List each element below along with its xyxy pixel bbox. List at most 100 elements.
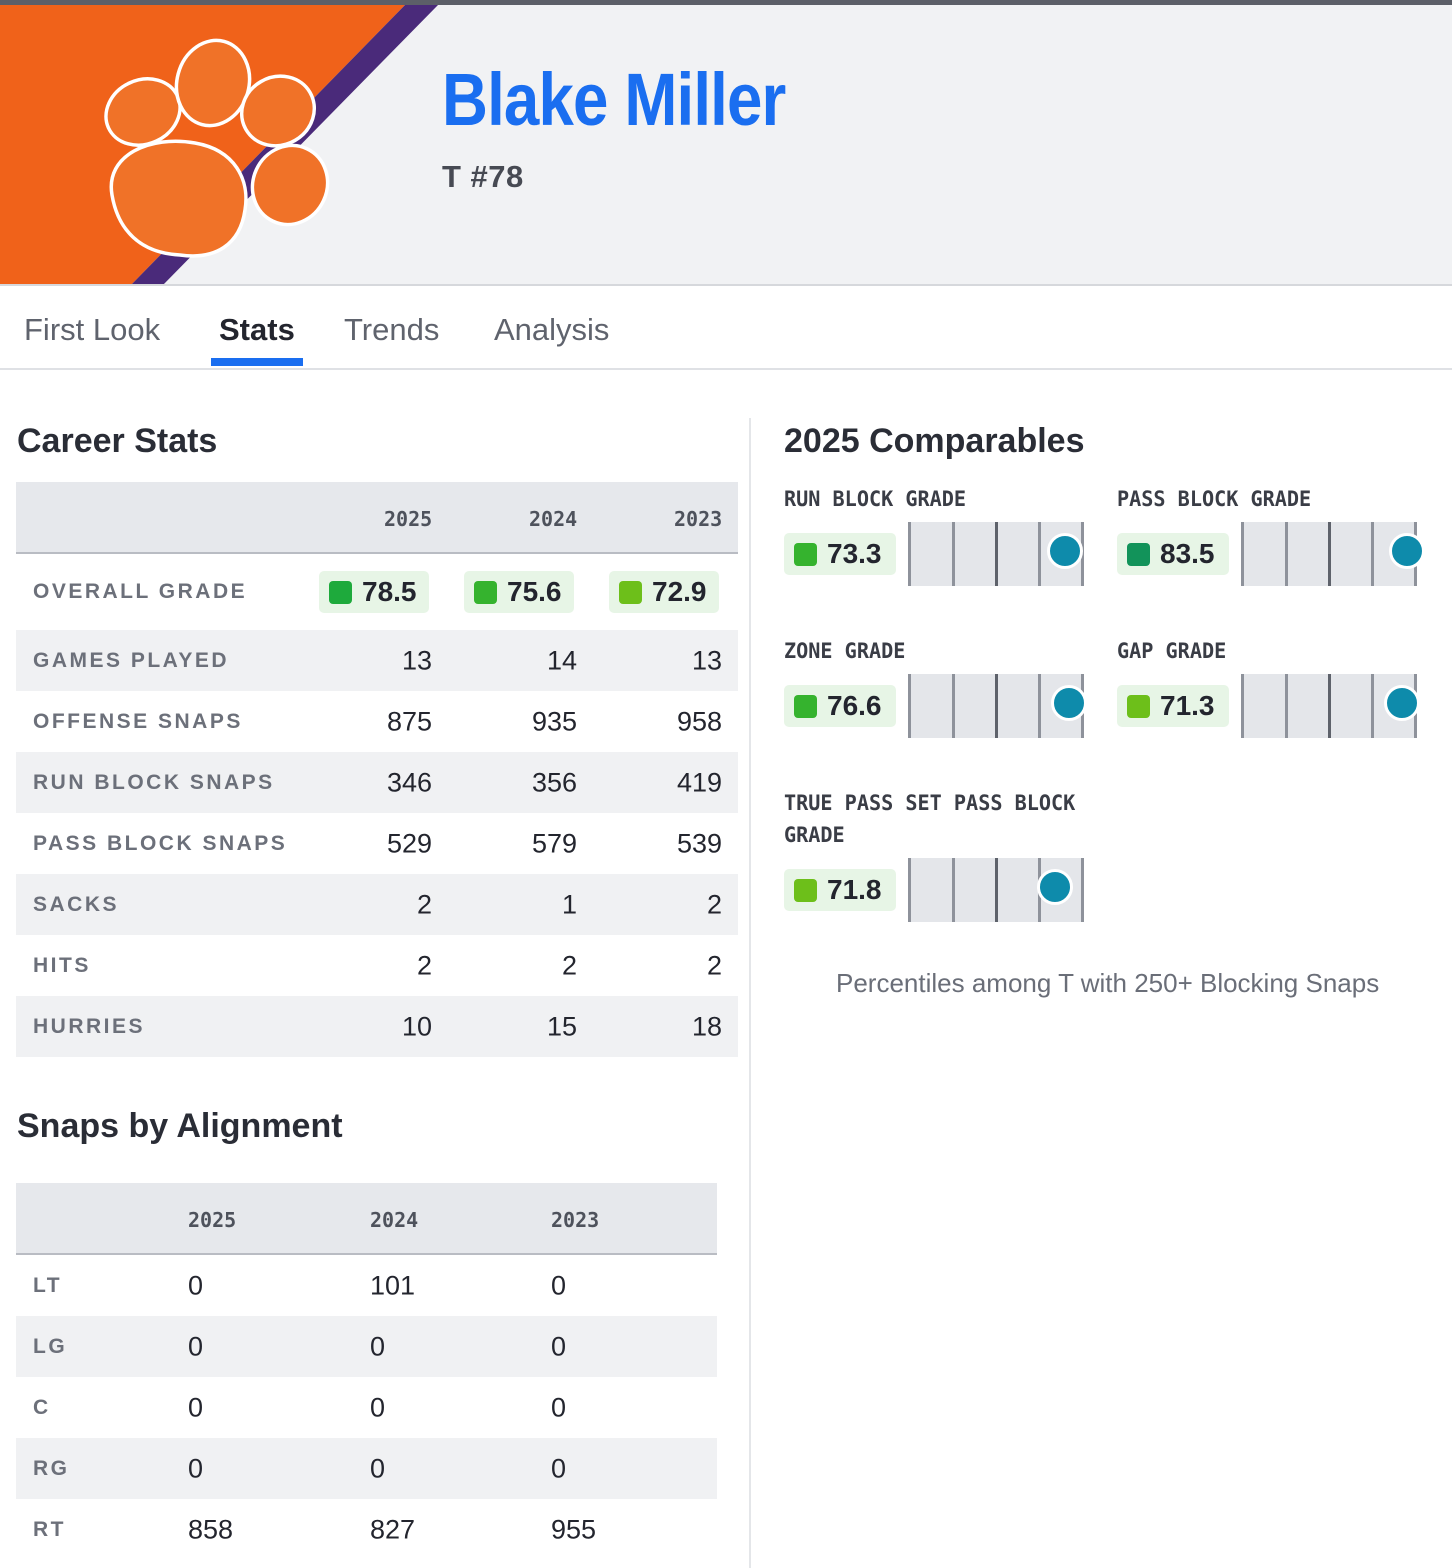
cell-value: 579 bbox=[531, 828, 577, 858]
percentile-footnote: Percentiles among T with 250+ Blocking S… bbox=[836, 968, 1380, 998]
cell-value: 0 bbox=[188, 1270, 204, 1300]
cell-value: 858 bbox=[188, 1514, 234, 1544]
cell-value: 0 bbox=[551, 1270, 567, 1300]
player-position-number: T #78 bbox=[442, 159, 524, 194]
row-label: RG bbox=[33, 1456, 70, 1480]
grade-badge: 78.5 bbox=[319, 571, 429, 613]
column-divider bbox=[749, 418, 751, 1568]
career-stats-table: 2025 2024 2023 OVERALL GRADE 78.5 75.6 7… bbox=[16, 482, 738, 1057]
grade-badge: 76.6 bbox=[784, 685, 896, 727]
table-row-overall-grade: OVERALL GRADE 78.5 75.6 72.9 bbox=[16, 554, 738, 630]
row-label: PASS BLOCK SNAPS bbox=[33, 831, 288, 855]
grade-value: 72.9 bbox=[652, 576, 707, 607]
grade-value: 71.8 bbox=[827, 874, 882, 905]
career-stats-title: Career Stats bbox=[17, 422, 218, 460]
cell-value: 101 bbox=[370, 1270, 416, 1300]
grade-color-square bbox=[1127, 694, 1150, 718]
table-row: RG 0 0 0 bbox=[16, 1438, 717, 1499]
cell-value: 529 bbox=[386, 828, 432, 858]
cell-value: 2 bbox=[706, 889, 722, 919]
tab-stats[interactable]: Stats bbox=[219, 312, 295, 347]
grade-color-square bbox=[329, 580, 352, 604]
cell-value: 2 bbox=[706, 950, 722, 980]
team-logo bbox=[0, 5, 440, 284]
column-header: 2024 bbox=[370, 1208, 419, 1232]
grade-badge: 73.3 bbox=[784, 533, 896, 575]
table-row: RUN BLOCK SNAPS 346 356 419 bbox=[16, 752, 738, 813]
row-label: LT bbox=[33, 1273, 63, 1297]
grade-badge: 71.8 bbox=[784, 869, 896, 911]
player-name: Blake Miller bbox=[442, 58, 786, 141]
profile-tabs: First Look Stats Trends Analysis bbox=[0, 286, 1452, 370]
cell-value: 2 bbox=[416, 889, 432, 919]
grade-badge: 83.5 bbox=[1117, 533, 1229, 575]
grade-color-square bbox=[474, 580, 497, 604]
cell-value: 1 bbox=[561, 889, 577, 919]
player-header: Blake Miller T #78 bbox=[0, 0, 1452, 286]
tab-analysis[interactable]: Analysis bbox=[494, 312, 610, 347]
grade-color-square bbox=[1127, 542, 1150, 566]
table-header: 2025 2024 2023 bbox=[16, 482, 738, 554]
comparable-label: TRUE PASS SET PASS BLOCK GRADE bbox=[784, 791, 1076, 847]
percentile-marker bbox=[1050, 685, 1087, 721]
comparable-label: PASS BLOCK GRADE bbox=[1117, 487, 1312, 511]
table-row: SACKS 2 1 2 bbox=[16, 874, 738, 935]
comparable-label: RUN BLOCK GRADE bbox=[784, 487, 967, 511]
table-row: GAMES PLAYED 13 14 13 bbox=[16, 630, 738, 691]
paw-icon bbox=[104, 38, 330, 258]
row-label: SACKS bbox=[33, 892, 120, 916]
table-row: HITS 2 2 2 bbox=[16, 935, 738, 996]
table-row: HURRIES 10 15 18 bbox=[16, 996, 738, 1057]
cell-value: 346 bbox=[386, 767, 432, 797]
grade-value: 83.5 bbox=[1160, 538, 1215, 569]
grade-badge: 75.6 bbox=[464, 571, 574, 613]
cell-value: 18 bbox=[691, 1011, 722, 1041]
cell-value: 10 bbox=[401, 1011, 432, 1041]
table-row: RT 858 827 955 bbox=[16, 1499, 717, 1560]
grade-color-square bbox=[619, 580, 642, 604]
comparable-label: ZONE GRADE bbox=[784, 639, 906, 663]
cell-value: 15 bbox=[546, 1011, 577, 1041]
tab-first-look[interactable]: First Look bbox=[24, 312, 161, 347]
column-header: 2023 bbox=[551, 1208, 600, 1232]
column-header: 2025 bbox=[384, 507, 433, 531]
grade-badge: 71.3 bbox=[1117, 685, 1229, 727]
row-label: OFFENSE SNAPS bbox=[33, 709, 243, 733]
alignment-title: Snaps by Alignment bbox=[17, 1107, 343, 1145]
grade-color-square bbox=[794, 694, 817, 718]
table-header: 2025 2024 2023 bbox=[16, 1183, 717, 1255]
cell-value: 958 bbox=[676, 706, 722, 736]
row-label: RUN BLOCK SNAPS bbox=[33, 770, 275, 794]
table-row: LT 0 101 0 bbox=[16, 1255, 717, 1316]
alignment-table: 2025 2024 2023 LT 0 101 0 LG 0 0 0 C 0 0… bbox=[16, 1183, 717, 1560]
column-header: 2025 bbox=[188, 1208, 237, 1232]
table-row: OFFENSE SNAPS 875 935 958 bbox=[16, 691, 738, 752]
cell-value: 419 bbox=[676, 767, 722, 797]
percentile-marker bbox=[1383, 685, 1420, 721]
active-tab-indicator bbox=[211, 358, 303, 366]
cell-value: 0 bbox=[370, 1331, 386, 1361]
grade-color-square bbox=[794, 878, 817, 902]
cell-value: 2 bbox=[561, 950, 577, 980]
column-header: 2024 bbox=[529, 507, 578, 531]
cell-value: 0 bbox=[551, 1453, 567, 1483]
cell-value: 0 bbox=[188, 1453, 204, 1483]
tab-trends[interactable]: Trends bbox=[344, 312, 440, 347]
grade-color-square bbox=[794, 542, 817, 566]
row-label: RT bbox=[33, 1517, 66, 1541]
cell-value: 0 bbox=[370, 1453, 386, 1483]
row-label: HITS bbox=[33, 953, 91, 977]
cell-value: 875 bbox=[386, 706, 432, 736]
grade-value: 73.3 bbox=[827, 538, 882, 569]
cell-value: 539 bbox=[676, 828, 722, 858]
grade-value: 75.6 bbox=[507, 576, 562, 607]
grade-value: 78.5 bbox=[362, 576, 417, 607]
cell-value: 13 bbox=[401, 645, 432, 675]
cell-value: 13 bbox=[691, 645, 722, 675]
table-row: C 0 0 0 bbox=[16, 1377, 717, 1438]
row-label: LG bbox=[33, 1334, 68, 1358]
grade-value: 71.3 bbox=[1160, 690, 1215, 721]
grade-badge: 72.9 bbox=[609, 571, 719, 613]
cell-value: 0 bbox=[188, 1331, 204, 1361]
row-label: OVERALL GRADE bbox=[33, 580, 248, 603]
